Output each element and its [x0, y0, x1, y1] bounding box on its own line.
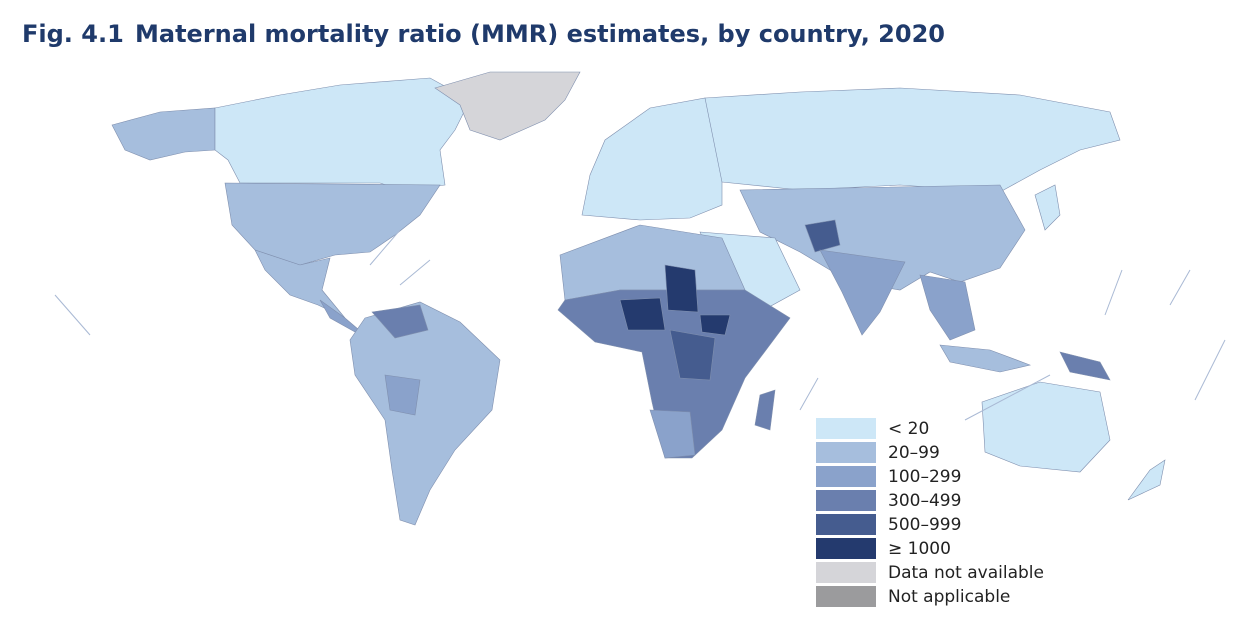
leader-line	[54, 294, 91, 336]
europe	[581, 97, 723, 221]
legend-swatch	[816, 466, 876, 487]
legend-label: Data not available	[888, 563, 1044, 583]
sub-saharan-africa	[557, 289, 791, 459]
usa	[224, 182, 441, 266]
legend-swatch	[816, 562, 876, 583]
leader-line	[1194, 339, 1226, 401]
bolivia	[384, 374, 421, 416]
leader-line	[369, 229, 401, 266]
legend-swatch	[816, 442, 876, 463]
afghanistan	[804, 219, 841, 253]
legend-label: ≥ 1000	[888, 539, 951, 559]
australia	[981, 381, 1111, 473]
figure-number: Fig. 4.1	[22, 20, 124, 48]
leader-line	[399, 259, 431, 286]
south-asia	[819, 249, 906, 336]
indonesia	[939, 344, 1032, 373]
legend: < 20 20–99 100–299 300–499 500–999 ≥ 1000 Data…	[816, 418, 1044, 607]
greenland	[434, 71, 581, 141]
alaska	[111, 107, 216, 161]
south-sudan	[699, 314, 731, 336]
legend-swatch	[816, 538, 876, 559]
legend-label: Not applicable	[888, 587, 1010, 607]
chad	[664, 264, 699, 313]
legend-swatch	[816, 490, 876, 511]
russia	[704, 87, 1121, 193]
legend-label: 20–99	[888, 443, 940, 463]
legend-label: 300–499	[888, 491, 961, 511]
new-zealand	[1127, 459, 1166, 501]
legend-swatch	[816, 586, 876, 607]
legend-label: < 20	[888, 419, 929, 439]
madagascar	[754, 389, 776, 431]
southeast-asia	[919, 274, 976, 341]
leader-line	[964, 374, 1051, 421]
world-map	[54, 71, 1226, 526]
papua-new-guinea	[1059, 351, 1111, 381]
leader-line	[1104, 269, 1123, 316]
nigeria	[619, 297, 666, 331]
legend-label: 100–299	[888, 467, 961, 487]
drc	[669, 329, 716, 381]
southern-africa	[649, 409, 696, 459]
japan	[1034, 184, 1061, 231]
south-america	[349, 301, 501, 526]
legend-label: 500–999	[888, 515, 961, 535]
leader-line	[1169, 269, 1191, 306]
legend-swatch	[816, 514, 876, 535]
leader-line	[799, 377, 819, 411]
canada	[214, 77, 471, 191]
asia	[739, 184, 1026, 291]
legend-swatch	[816, 418, 876, 439]
figure-title: Maternal mortality ratio (MMR) estimates…	[135, 20, 945, 48]
venezuela-guyana	[371, 304, 429, 339]
